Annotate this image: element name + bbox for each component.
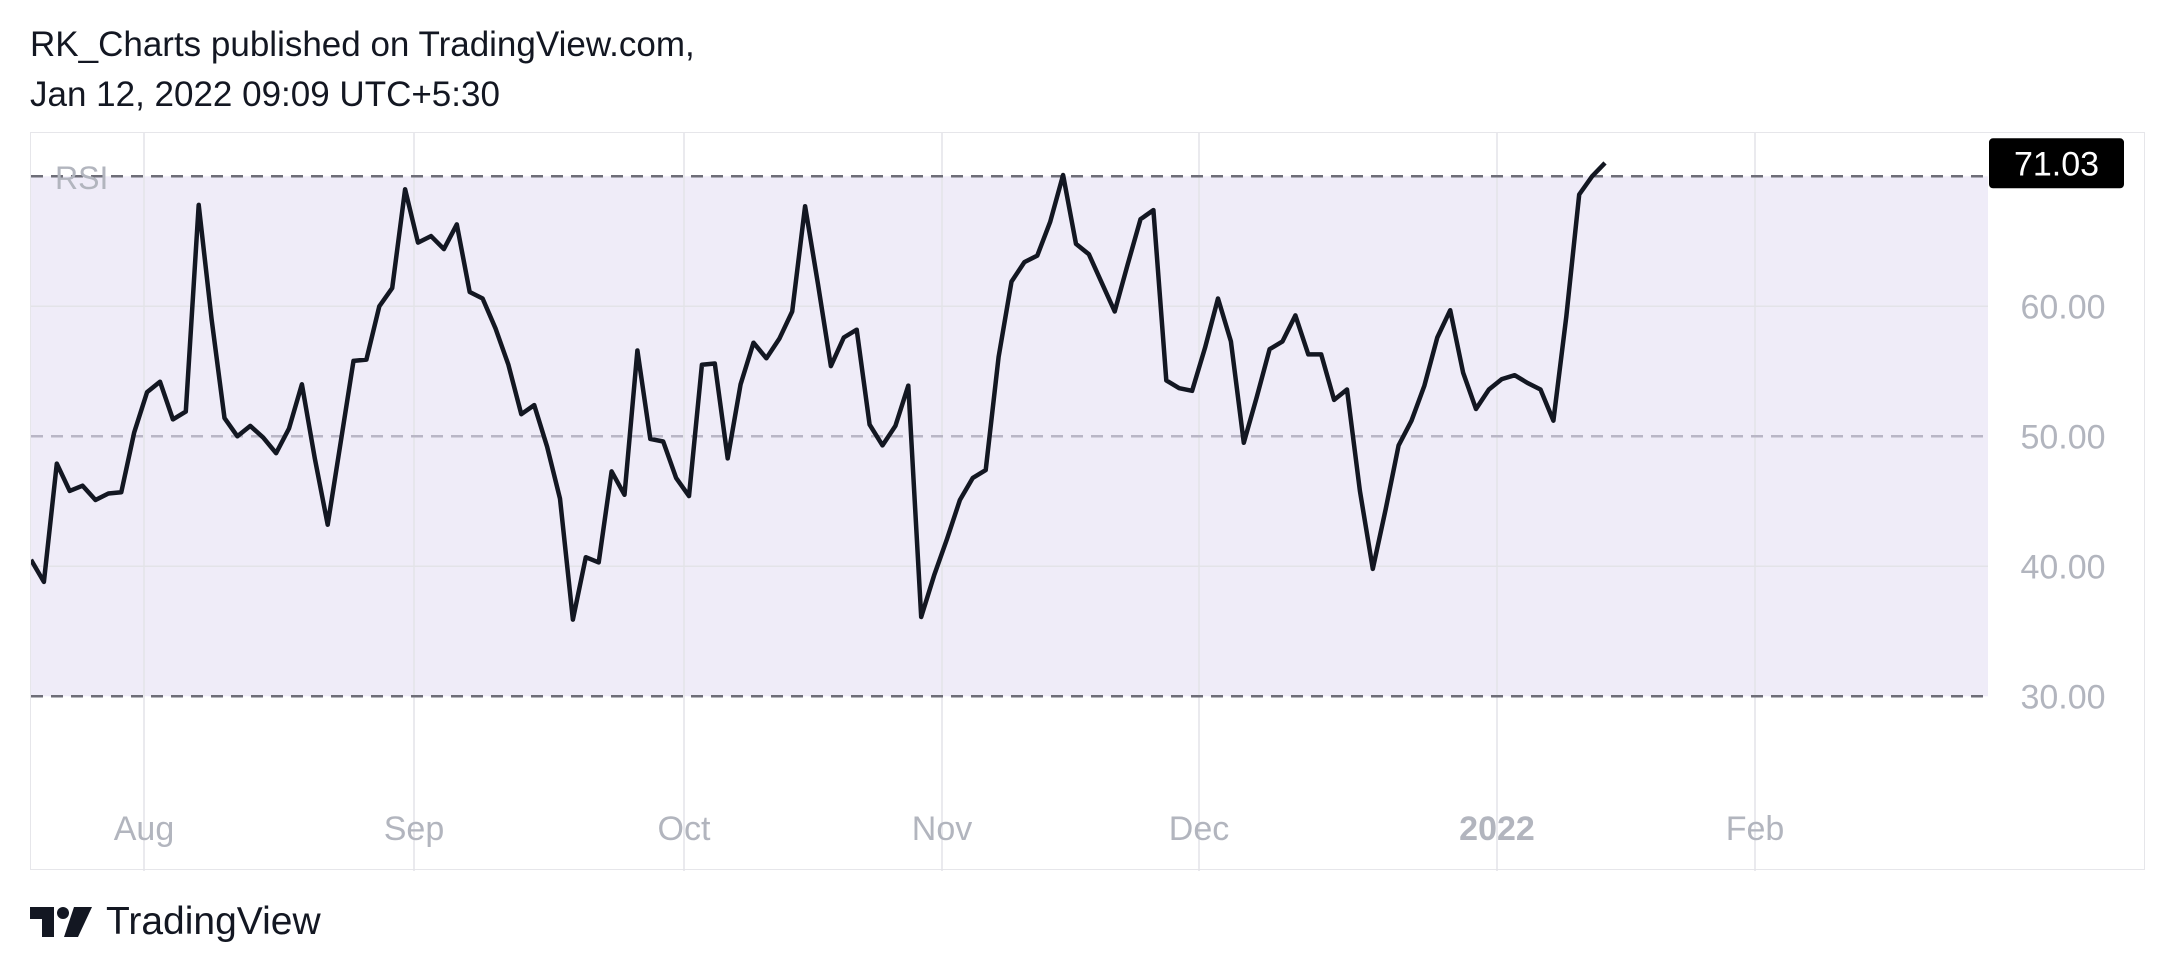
x-tick-label: Feb [1726,810,1785,848]
last-value-badge [1989,138,2124,189]
y-tick-label: 30.00 [2020,678,2105,716]
publish-header: RK_Charts published on TradingView.com, … [30,20,695,120]
publish-timestamp: Jan 12, 2022 09:09 UTC+5:30 [30,75,500,114]
publisher-line: RK_Charts published on TradingView.com, [30,25,695,64]
footer: TradingView [30,900,321,944]
x-tick-label: Nov [912,810,972,848]
chart-frame: 30.00 40.00 50.00 60.00 71.03 Aug Sep Oct Nov Dec… [30,132,2145,871]
rsi-line [31,161,1607,622]
y-tick-label: 40.00 [2020,548,2105,586]
x-tick-label: 2022 [1459,810,1535,848]
y-tick-label: 60.00 [2020,288,2105,326]
x-tick-label: Oct [658,810,711,848]
indicator-title: RSI [55,160,108,196]
brand-name[interactable]: TradingView [106,900,321,943]
x-tick-label: Sep [384,810,445,848]
x-tick-label: Aug [114,810,175,848]
last-value-label: 71.03 [2014,145,2099,183]
rsi-chart: 30.00 40.00 50.00 60.00 71.03 Aug Sep Oct Nov Dec… [31,133,2124,871]
tradingview-logo-icon[interactable] [30,907,92,937]
y-tick-label: 50.00 [2020,418,2105,456]
x-tick-label: Dec [1169,810,1229,848]
